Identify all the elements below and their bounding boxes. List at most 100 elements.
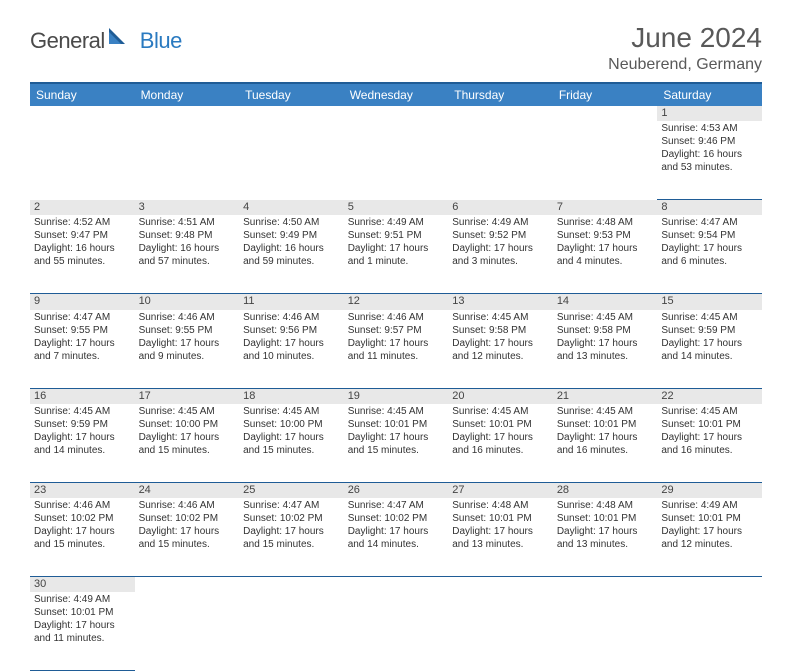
day-info-line: Sunrise: 4:48 AM: [557, 216, 654, 229]
day-number: 12: [344, 294, 449, 310]
day-cell: Sunrise: 4:45 AMSunset: 10:00 PMDaylight…: [135, 404, 240, 483]
day-cell-content: Sunrise: 4:48 AMSunset: 9:53 PMDaylight:…: [557, 215, 654, 268]
day-cell-content: [243, 592, 340, 593]
day-number: 23: [30, 482, 135, 498]
day-info-line: Sunrise: 4:49 AM: [661, 499, 758, 512]
day-info-line: Daylight: 17 hours and 15 minutes.: [243, 431, 340, 457]
day-info-line: Daylight: 17 hours and 4 minutes.: [557, 242, 654, 268]
logo-main-text: General: [30, 28, 105, 54]
day-number: 26: [344, 482, 449, 498]
day-cell: Sunrise: 4:49 AMSunset: 10:01 PMDaylight…: [657, 498, 762, 577]
day-number: 2: [30, 200, 135, 216]
day-number: 22: [657, 388, 762, 404]
day-info-line: Daylight: 17 hours and 11 minutes.: [34, 619, 131, 645]
day-info-line: Daylight: 17 hours and 7 minutes.: [34, 337, 131, 363]
day-number: [239, 106, 344, 121]
location-label: Neuberend, Germany: [608, 56, 762, 74]
day-info-line: Sunrise: 4:50 AM: [243, 216, 340, 229]
day-info-line: Daylight: 17 hours and 14 minutes.: [348, 525, 445, 551]
day-cell-content: [557, 121, 654, 122]
day-number: 29: [657, 482, 762, 498]
day-info-line: Daylight: 16 hours and 55 minutes.: [34, 242, 131, 268]
day-number: 15: [657, 294, 762, 310]
day-cell-content: Sunrise: 4:46 AMSunset: 9:57 PMDaylight:…: [348, 310, 445, 363]
day-cell: [30, 121, 135, 200]
day-info-line: Daylight: 17 hours and 1 minute.: [348, 242, 445, 268]
day-header-row: Sunday Monday Tuesday Wednesday Thursday…: [30, 83, 762, 106]
day-info-line: Sunrise: 4:45 AM: [557, 405, 654, 418]
day-info-line: Daylight: 17 hours and 9 minutes.: [139, 337, 236, 363]
day-info-line: Sunset: 10:00 PM: [243, 418, 340, 431]
day-cell: [553, 592, 658, 671]
day-cell: [448, 592, 553, 671]
day-info-line: Sunrise: 4:46 AM: [34, 499, 131, 512]
day-info-line: Sunset: 9:55 PM: [139, 324, 236, 337]
day-cell-content: [557, 592, 654, 593]
day-cell: Sunrise: 4:48 AMSunset: 10:01 PMDaylight…: [553, 498, 658, 577]
day-info-line: Sunrise: 4:47 AM: [34, 311, 131, 324]
day-cell: [344, 592, 449, 671]
day-info-line: Sunrise: 4:51 AM: [139, 216, 236, 229]
day-info-line: Sunset: 9:59 PM: [661, 324, 758, 337]
day-cell-content: [452, 121, 549, 122]
day-cell-content: [661, 592, 758, 593]
day-number: 10: [135, 294, 240, 310]
day-cell: Sunrise: 4:45 AMSunset: 9:58 PMDaylight:…: [553, 310, 658, 389]
day-number: 20: [448, 388, 553, 404]
day-cell: Sunrise: 4:49 AMSunset: 10:01 PMDaylight…: [30, 592, 135, 671]
day-number: [448, 106, 553, 121]
day-number: [30, 106, 135, 121]
day-info-line: Sunrise: 4:45 AM: [243, 405, 340, 418]
day-info-line: Daylight: 17 hours and 14 minutes.: [34, 431, 131, 457]
day-content-row: Sunrise: 4:53 AMSunset: 9:46 PMDaylight:…: [30, 121, 762, 200]
day-number-row: 2345678: [30, 200, 762, 216]
day-info-line: Sunrise: 4:47 AM: [243, 499, 340, 512]
day-cell: Sunrise: 4:46 AMSunset: 9:56 PMDaylight:…: [239, 310, 344, 389]
day-info-line: Sunrise: 4:47 AM: [661, 216, 758, 229]
day-info-line: Daylight: 17 hours and 13 minutes.: [557, 525, 654, 551]
day-cell: Sunrise: 4:53 AMSunset: 9:46 PMDaylight:…: [657, 121, 762, 200]
day-info-line: Daylight: 17 hours and 6 minutes.: [661, 242, 758, 268]
day-info-line: Sunset: 10:02 PM: [139, 512, 236, 525]
title-block: June 2024 Neuberend, Germany: [608, 22, 762, 74]
day-info-line: Sunset: 10:02 PM: [348, 512, 445, 525]
day-cell-content: Sunrise: 4:49 AMSunset: 9:51 PMDaylight:…: [348, 215, 445, 268]
calendar-table: Sunday Monday Tuesday Wednesday Thursday…: [30, 82, 762, 671]
day-cell: Sunrise: 4:45 AMSunset: 10:01 PMDaylight…: [553, 404, 658, 483]
day-number: 7: [553, 200, 658, 216]
day-info-line: Sunset: 9:47 PM: [34, 229, 131, 242]
day-cell: Sunrise: 4:49 AMSunset: 9:51 PMDaylight:…: [344, 215, 449, 294]
day-cell-content: Sunrise: 4:47 AMSunset: 10:02 PMDaylight…: [243, 498, 340, 551]
day-cell: Sunrise: 4:45 AMSunset: 9:58 PMDaylight:…: [448, 310, 553, 389]
day-info-line: Sunset: 9:58 PM: [557, 324, 654, 337]
day-content-row: Sunrise: 4:49 AMSunset: 10:01 PMDaylight…: [30, 592, 762, 671]
day-cell-content: [139, 592, 236, 593]
day-cell-content: [243, 121, 340, 122]
day-info-line: Sunset: 9:59 PM: [34, 418, 131, 431]
day-cell: Sunrise: 4:45 AMSunset: 10:01 PMDaylight…: [448, 404, 553, 483]
day-cell: Sunrise: 4:47 AMSunset: 9:55 PMDaylight:…: [30, 310, 135, 389]
day-cell-content: Sunrise: 4:49 AMSunset: 10:01 PMDaylight…: [661, 498, 758, 551]
day-cell: [239, 121, 344, 200]
day-info-line: Sunset: 9:51 PM: [348, 229, 445, 242]
day-info-line: Sunset: 10:01 PM: [661, 418, 758, 431]
day-content-row: Sunrise: 4:52 AMSunset: 9:47 PMDaylight:…: [30, 215, 762, 294]
day-header: Monday: [135, 83, 240, 106]
day-number: 8: [657, 200, 762, 216]
day-info-line: Sunset: 10:01 PM: [348, 418, 445, 431]
day-cell-content: Sunrise: 4:45 AMSunset: 10:01 PMDaylight…: [348, 404, 445, 457]
day-header: Sunday: [30, 83, 135, 106]
day-cell-content: Sunrise: 4:50 AMSunset: 9:49 PMDaylight:…: [243, 215, 340, 268]
day-info-line: Sunset: 9:57 PM: [348, 324, 445, 337]
day-cell: Sunrise: 4:48 AMSunset: 10:01 PMDaylight…: [448, 498, 553, 577]
day-number: [448, 576, 553, 592]
day-cell: Sunrise: 4:52 AMSunset: 9:47 PMDaylight:…: [30, 215, 135, 294]
day-header: Wednesday: [344, 83, 449, 106]
day-info-line: Sunrise: 4:52 AM: [34, 216, 131, 229]
day-info-line: Sunset: 10:01 PM: [557, 512, 654, 525]
day-cell: Sunrise: 4:46 AMSunset: 10:02 PMDaylight…: [135, 498, 240, 577]
day-info-line: Daylight: 16 hours and 57 minutes.: [139, 242, 236, 268]
day-info-line: Sunset: 10:01 PM: [452, 418, 549, 431]
day-cell: [135, 592, 240, 671]
day-info-line: Sunrise: 4:45 AM: [452, 405, 549, 418]
